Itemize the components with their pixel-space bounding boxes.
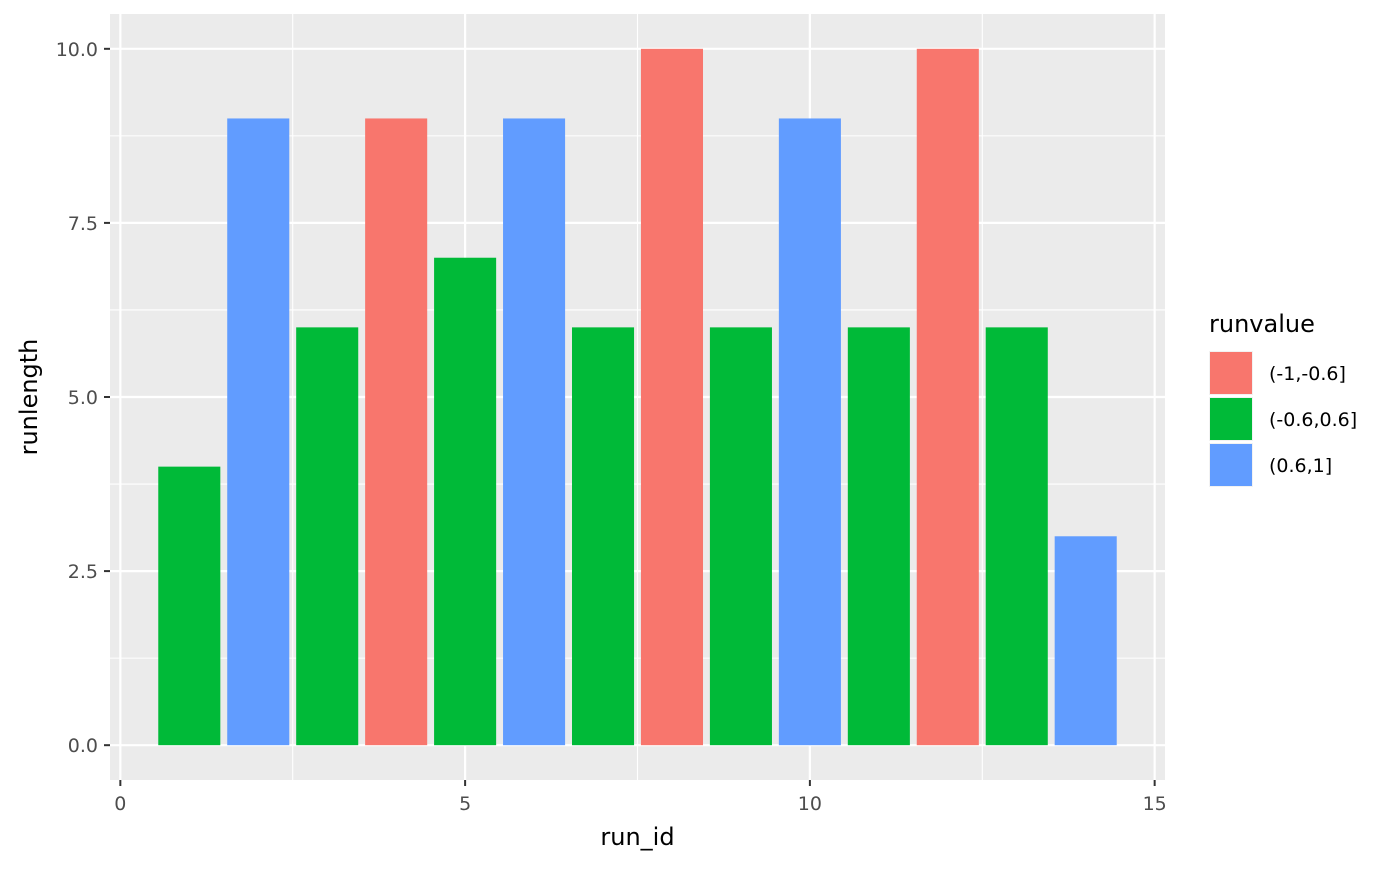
y-axis-title: runlength [15, 339, 43, 456]
bar [640, 48, 704, 746]
legend-label: (-0.6,0.6] [1269, 409, 1357, 431]
y-tick-label: 10.0 [56, 39, 98, 61]
legend-label: (-1,-0.6] [1269, 363, 1346, 385]
bar [571, 327, 635, 746]
bar [985, 327, 1048, 746]
legend-title: runvalue [1209, 310, 1315, 338]
x-axis-title: run_id [600, 823, 674, 851]
x-tick-label: 10 [798, 793, 822, 815]
legend-key-swatch [1210, 352, 1252, 394]
bar [365, 118, 428, 746]
y-tick-label: 7.5 [68, 213, 98, 235]
y-tick-label: 0.0 [68, 735, 98, 757]
bar [296, 327, 359, 746]
x-tick-label: 5 [459, 793, 471, 815]
bar [503, 118, 566, 746]
bar [227, 118, 290, 746]
bar [709, 327, 772, 746]
y-tick-label: 2.5 [68, 561, 98, 583]
bar [1054, 536, 1117, 746]
legend-key-swatch [1210, 398, 1252, 440]
bar [158, 466, 221, 746]
x-tick-label: 15 [1143, 793, 1167, 815]
bar [916, 48, 979, 746]
x-tick-label: 0 [114, 793, 126, 815]
y-tick-label: 5.0 [68, 387, 98, 409]
legend-key-swatch [1210, 444, 1252, 486]
bar [847, 327, 910, 746]
legend-label: (0.6,1] [1269, 455, 1332, 477]
bar [434, 257, 497, 746]
bar [778, 118, 841, 746]
